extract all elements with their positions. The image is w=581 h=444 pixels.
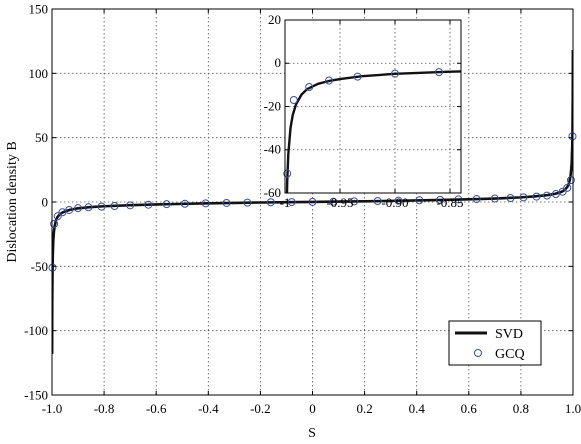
main-gcq-point [350, 197, 359, 206]
main-gcq-point [542, 191, 551, 200]
main-gcq-point [266, 198, 275, 207]
main-gcq-point [222, 198, 231, 207]
main-gcq-point [53, 212, 62, 221]
main-gcq-point [519, 193, 528, 202]
inset-x-tick-label: -0.95 [326, 195, 353, 210]
inset-x-tick-label: -0.90 [381, 195, 408, 210]
inset-y-tick-label: 20 [268, 12, 281, 27]
main-gcq-point [394, 196, 403, 205]
legend-svd-label: SVD [495, 327, 523, 342]
main-x-tick-label: 0.2 [356, 401, 372, 416]
main-gcq-point [558, 187, 567, 196]
main-x-tick-label: -0.4 [198, 401, 219, 416]
main-gcq-point [436, 195, 445, 204]
inset-x-tick-label: -1 [280, 195, 291, 210]
inset-y-tick-label: -40 [264, 142, 281, 157]
inset-gcq-point [289, 96, 298, 105]
main-gcq-point [110, 201, 119, 210]
main-gcq-point [373, 197, 382, 206]
main-gcq-point [97, 202, 106, 211]
main-gcq-point [415, 196, 424, 205]
main-y-tick-label: 100 [29, 66, 49, 81]
main-y-tick-label: -100 [24, 323, 48, 338]
inset-y-tick-label: -60 [264, 185, 281, 200]
main-gcq-point [243, 198, 252, 207]
inset-x-tick-label: -0.85 [436, 195, 463, 210]
main-gcq-point [506, 194, 515, 203]
main-y-ticks: -150 -100 -50 0 50 100 150 [24, 2, 573, 403]
inset-gcq-point [325, 76, 333, 85]
main-x-tick-label: -0.8 [94, 401, 115, 416]
inset-gcq-point [283, 169, 292, 178]
main-series [48, 50, 577, 354]
inset-chart: -1 -0.95 -0.90 -0.85 -60 -40 -20 0 20 [264, 12, 464, 210]
main-x-tick-label: 1.0 [565, 401, 581, 416]
main-x-tick-label: 0.8 [513, 401, 529, 416]
inset-series [283, 68, 461, 193]
x-axis-label: S [308, 426, 316, 441]
main-gcq-point [50, 219, 59, 228]
legend-gcq-swatch [474, 349, 482, 357]
y-axis-label: Dislocation density B [5, 141, 20, 262]
main-gcq-point [490, 194, 499, 203]
main-gcq-point [566, 176, 575, 185]
main-x-tick-label: -0.6 [146, 401, 167, 416]
main-gcq-point [180, 199, 189, 208]
main-gcq-point [287, 198, 296, 207]
main-x-ticks: -1.0 -0.8 -0.6 -0.4 -0.2 0 0.2 0.4 0.6 0.8 1.0 [42, 9, 581, 416]
main-y-tick-label: 50 [35, 130, 48, 145]
main-x-tick-label: -0.2 [250, 401, 271, 416]
inset-gcq-point [391, 69, 399, 78]
inset-gcq-point [305, 83, 314, 92]
main-gcq-point [551, 190, 560, 199]
legend-gcq-label: GCQ [495, 347, 525, 362]
main-y-tick-label: -50 [31, 259, 48, 274]
inset-y-ticks: -60 -40 -20 0 20 [264, 12, 461, 200]
inset-x-ticks: -1 -0.95 -0.90 -0.85 [280, 20, 464, 210]
inset-grid [285, 20, 461, 193]
main-gcq-point [568, 132, 577, 141]
main-x-tick-label: -1.0 [42, 401, 63, 416]
main-gcq-point [84, 203, 93, 212]
main-y-tick-label: -150 [24, 388, 48, 403]
main-x-tick-label: 0.4 [409, 401, 426, 416]
main-gcq-point [74, 204, 83, 213]
main-gcq-point [162, 200, 171, 209]
main-gcq-point [126, 201, 135, 210]
main-gcq-point [472, 195, 481, 204]
main-y-tick-label: 150 [29, 2, 49, 17]
main-gcq-point [48, 263, 57, 272]
legend-box [448, 320, 542, 366]
main-gcq-point [65, 205, 74, 214]
main-x-tick-label: 0 [309, 401, 316, 416]
main-svd-line [52, 50, 573, 354]
inset-gcq-point [353, 72, 362, 81]
main-x-tick-label: 0.6 [461, 401, 478, 416]
main-gcq-point [532, 192, 541, 201]
main-gcq-point [308, 197, 317, 206]
legend: SVD GCQ [448, 320, 542, 366]
main-gcq-point [454, 195, 463, 204]
main-gcq-point [201, 199, 210, 208]
main-gcq-point [563, 183, 572, 192]
inset-y-tick-label: 0 [275, 55, 282, 70]
inset-gcq-point [435, 68, 443, 77]
main-gcq-point [58, 208, 67, 217]
inset-y-tick-label: -20 [264, 98, 281, 113]
main-y-tick-label: 0 [42, 195, 49, 210]
main-gcq-point [144, 200, 153, 209]
main-gcq-point [329, 197, 338, 206]
inset-svd-line [285, 70, 461, 193]
